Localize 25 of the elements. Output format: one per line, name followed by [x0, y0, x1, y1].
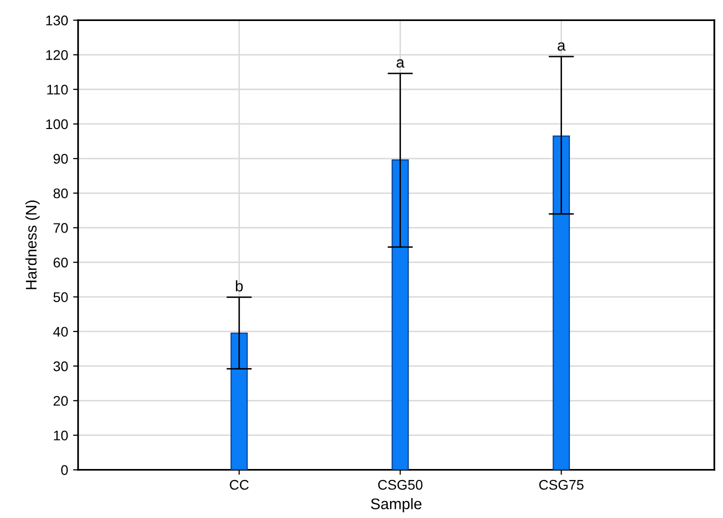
bar	[230, 332, 248, 470]
x-tick-label: CSG50	[378, 480, 422, 490]
y-tick-label: 30	[53, 361, 68, 372]
x-tick-label: CC	[230, 480, 249, 490]
y-tick-label: 60	[54, 258, 68, 268]
y-tick-label: 70	[54, 223, 68, 233]
annotation: b	[236, 280, 243, 292]
y-tick-label: 40	[53, 326, 68, 337]
y-tick-label: 130	[46, 16, 68, 26]
y-tick-label: 10	[54, 430, 68, 440]
annotation: a	[396, 59, 404, 68]
y-tick-label: 110	[47, 84, 68, 95]
x-axis-title: Sample	[371, 498, 422, 512]
annotation: a	[558, 42, 566, 51]
y-tick-label: 80	[54, 188, 68, 198]
y-tick-label: 0	[61, 465, 68, 475]
y-tick-label: 50	[53, 292, 68, 302]
y-tick-label: 20	[54, 396, 68, 406]
bar	[392, 159, 409, 470]
bar	[552, 136, 570, 470]
x-tick-label: CSG75	[539, 480, 584, 490]
y-tick-label: 90	[54, 154, 68, 164]
y-tick-label: 120	[46, 50, 68, 60]
y-tick-label: 100	[46, 119, 68, 130]
y-axis-title: Hardness (N)	[25, 200, 40, 290]
